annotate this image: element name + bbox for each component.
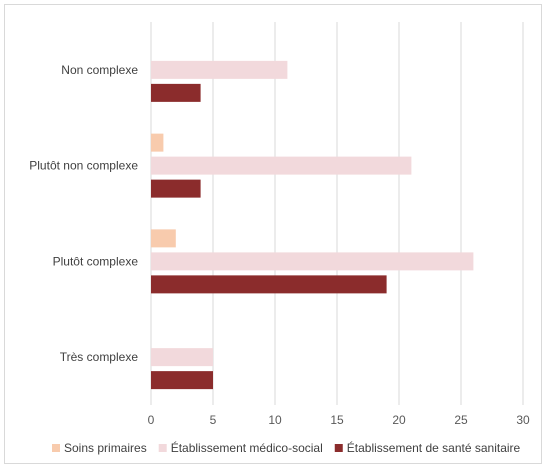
category-label: Très complexe	[60, 350, 139, 364]
chart-frame	[4, 4, 542, 464]
legend-swatch	[158, 444, 167, 452]
bar	[151, 275, 387, 294]
x-tick-label: 20	[392, 413, 406, 427]
x-tick-label: 0	[148, 413, 155, 427]
legend-label: Établissement médico-social	[171, 440, 323, 455]
x-tick-label: 10	[268, 413, 282, 427]
legend: Soins primaires Établissement médico-soci…	[52, 440, 521, 455]
legend-swatch	[52, 444, 60, 452]
bar	[151, 371, 213, 390]
x-tick-label: 25	[454, 413, 468, 427]
bar	[151, 179, 201, 198]
bar	[151, 156, 412, 175]
x-tick-label: 30	[516, 413, 530, 427]
category-label: Plutôt complexe	[53, 254, 139, 268]
category-label: Plutôt non complexe	[29, 159, 138, 173]
bar	[151, 229, 176, 248]
legend-label: Établissement de santé sanitaire	[347, 440, 521, 455]
x-tick-label: 15	[330, 413, 344, 427]
x-tick-label: 5	[210, 413, 217, 427]
bar	[151, 252, 474, 271]
bar	[151, 83, 201, 102]
bars	[151, 60, 474, 390]
legend-swatch	[334, 444, 343, 452]
bar	[151, 133, 164, 152]
bar	[151, 348, 213, 367]
bar	[151, 60, 288, 79]
x-tick-labels: 0 5 10 15 20 25 30	[148, 413, 530, 427]
legend-label: Soins primaires	[64, 441, 147, 455]
category-label: Non complexe	[61, 63, 138, 77]
gridlines	[150, 22, 524, 405]
category-labels: Non complexe Plutôt non complexe Plutôt co…	[29, 63, 138, 364]
